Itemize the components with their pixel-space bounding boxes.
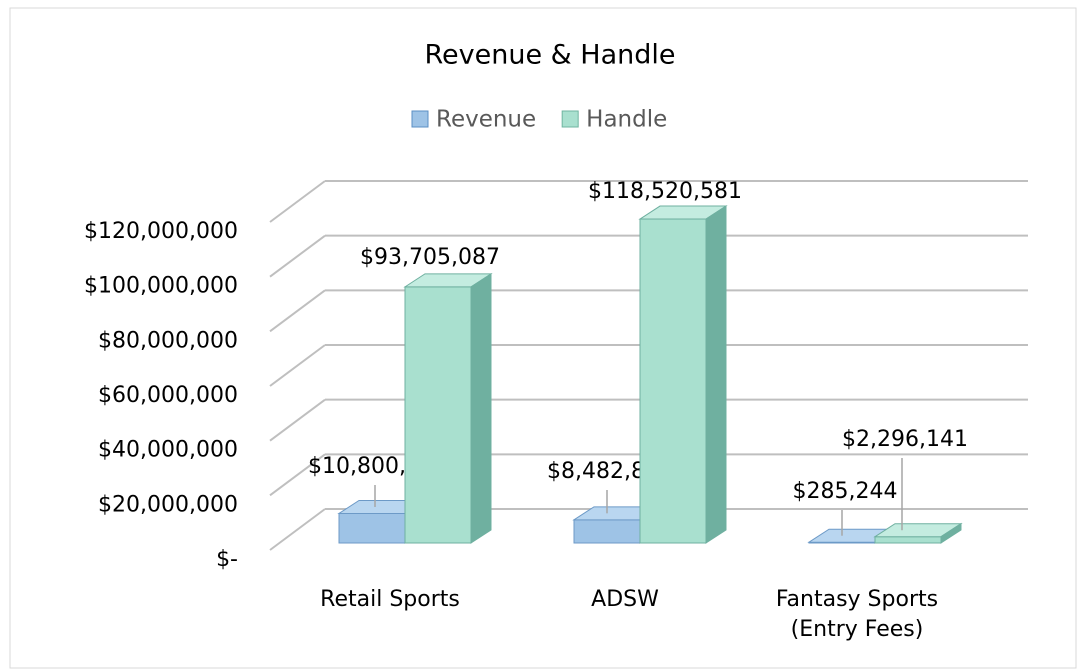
grid-line-diagonal bbox=[269, 344, 326, 387]
bar bbox=[638, 205, 728, 544]
y-tick-label: $20,000,000 bbox=[98, 492, 238, 517]
bar-face bbox=[874, 536, 942, 544]
bar bbox=[403, 272, 493, 544]
bar-face bbox=[338, 512, 406, 544]
data-label: $2,296,141 bbox=[842, 427, 968, 452]
legend-swatch bbox=[411, 110, 429, 128]
legend-label: Handle bbox=[586, 107, 667, 133]
bar-face bbox=[639, 218, 707, 544]
y-tick-label: $60,000,000 bbox=[98, 383, 238, 408]
y-tick-label: $- bbox=[216, 547, 238, 572]
x-tick-label: Retail Sports bbox=[320, 587, 460, 612]
bar-face bbox=[470, 272, 492, 544]
bar-face bbox=[573, 519, 641, 544]
legend-label: Revenue bbox=[436, 107, 536, 133]
legend-swatch bbox=[561, 110, 579, 128]
grid-line-diagonal bbox=[269, 508, 326, 551]
data-label: $285,244 bbox=[793, 479, 898, 504]
bar bbox=[873, 522, 963, 544]
data-label: $118,520,581 bbox=[588, 179, 742, 204]
bar-face bbox=[404, 286, 472, 544]
bar-face bbox=[705, 205, 727, 544]
grid-line-diagonal bbox=[269, 398, 326, 442]
y-tick-label: $80,000,000 bbox=[98, 328, 238, 353]
y-tick-label: $40,000,000 bbox=[98, 438, 238, 463]
grid-line-diagonal bbox=[269, 234, 326, 278]
bar-face bbox=[940, 522, 962, 544]
data-label: $93,705,087 bbox=[360, 245, 500, 270]
grid-line-diagonal bbox=[269, 453, 326, 497]
chart-title: Revenue & Handle bbox=[424, 40, 675, 71]
y-tick-label: $120,000,000 bbox=[84, 219, 238, 244]
x-tick-label: ADSW bbox=[591, 587, 659, 612]
chart-border bbox=[9, 7, 1077, 669]
y-tick-label: $100,000,000 bbox=[84, 274, 238, 299]
x-tick-label: Fantasy Sports (Entry Fees) bbox=[775, 587, 939, 642]
grid-line-diagonal bbox=[269, 180, 326, 223]
grid-line-diagonal bbox=[269, 289, 326, 333]
